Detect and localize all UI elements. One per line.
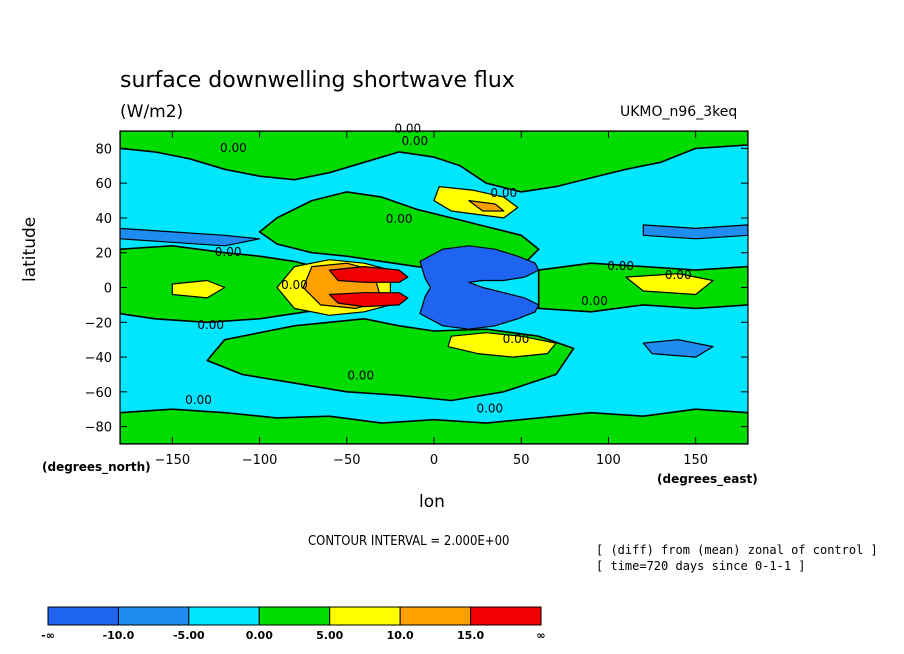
contour-region-12 (468, 200, 505, 212)
chart-title: surface downwelling shortwave flux (120, 68, 515, 93)
contour-label: 0.00 (581, 294, 608, 308)
contour-region-17 (642, 224, 748, 240)
contour-label: 0.00 (490, 186, 517, 200)
x-tick-label: 0 (430, 453, 438, 468)
contour-label: 0.00 (394, 122, 421, 136)
contour-regions (120, 131, 748, 444)
y-axis-unit: (degrees_north) (42, 460, 151, 474)
y-tick-label: 40 (95, 212, 112, 227)
colorbar-label: 15.0 (457, 629, 484, 642)
colorbar-swatch (188, 606, 260, 626)
contour-region-10 (625, 273, 714, 296)
colorbar-label: 10.0 (387, 629, 414, 642)
contour-region-16 (120, 227, 261, 247)
contour-interval: CONTOUR INTERVAL = 2.000E+00 (308, 534, 510, 549)
contour-label: 0.00 (281, 278, 308, 292)
colorbar-label: -5.00 (173, 629, 205, 642)
colorbar-swatch (117, 606, 190, 626)
x-axis-unit: (degrees_east) (657, 472, 758, 486)
model-name: UKMO_n96_3keq (620, 104, 738, 120)
x-tick-label: 50 (513, 453, 530, 468)
x-tick-label: −100 (242, 453, 278, 468)
y-tick-label: −20 (85, 316, 112, 331)
x-tick-label: −50 (333, 453, 360, 468)
contour-region-0 (120, 131, 748, 193)
y-tick-label: 80 (95, 142, 112, 157)
x-tick-label: 100 (596, 453, 621, 468)
contour-label: 0.00 (476, 402, 503, 416)
y-tick-label: 20 (95, 247, 112, 262)
colorbar-label: 0.00 (246, 629, 273, 642)
contour-label: 0.00 (386, 212, 413, 226)
colorbar-swatch (470, 606, 542, 626)
contour-label: 0.00 (607, 259, 634, 273)
contour-label: 0.00 (220, 141, 247, 155)
x-tick-label: −150 (154, 453, 190, 468)
colorbar-swatch (47, 606, 119, 626)
colorbar-label: 5.00 (316, 629, 343, 642)
colorbar-label: -∞ (41, 629, 55, 642)
colorbar-swatch (399, 606, 472, 626)
contour-region-8 (447, 332, 557, 358)
contour-region-5 (120, 408, 748, 444)
y-tick-label: −80 (85, 421, 112, 436)
contour-label: 0.00 (665, 268, 692, 282)
contour-label: 0.00 (197, 318, 224, 332)
contour-label: 0.00 (347, 369, 374, 383)
y-tick-label: −60 (85, 386, 112, 401)
contour-label: 0.00 (401, 134, 428, 148)
note-time: [ time=720 days since 0-1-1 ] (596, 559, 806, 573)
contour-region-13 (328, 266, 409, 283)
colorbar-swatch (258, 606, 331, 626)
y-tick-label: 0 (104, 282, 112, 297)
contour-label: 0.00 (185, 393, 212, 407)
x-axis-label: lon (419, 492, 445, 512)
y-tick-label: 60 (95, 177, 112, 192)
contour-region-15 (419, 245, 540, 330)
contour-region-14 (328, 292, 409, 308)
colorbar-label: ∞ (536, 629, 545, 642)
y-tick-label: −40 (85, 351, 112, 366)
x-tick-label: 150 (683, 453, 708, 468)
contour-label: 0.00 (215, 245, 242, 259)
contour-region-9 (171, 279, 226, 299)
contour-region-18 (642, 339, 714, 358)
colorbar-swatch (329, 606, 401, 626)
note-diff: [ (diff) from (mean) zonal of control ] (596, 543, 878, 557)
chart-units: (W/m2) (120, 102, 184, 122)
contour-label: 0.00 (503, 332, 530, 346)
colorbar-label: -10.0 (103, 629, 135, 642)
